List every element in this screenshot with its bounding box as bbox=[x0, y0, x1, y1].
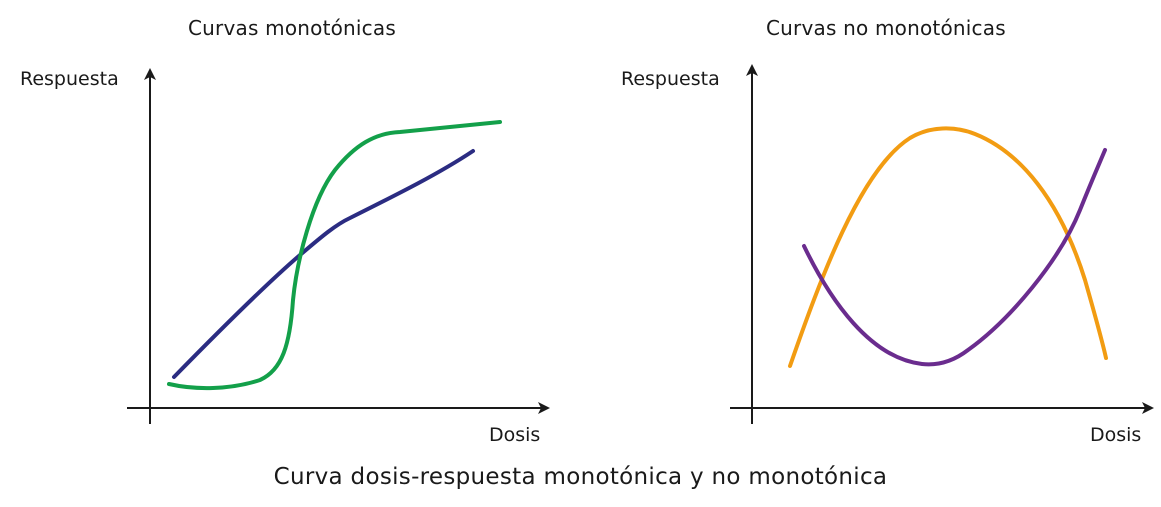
left-y-axis-label: Respuesta bbox=[20, 68, 119, 90]
right-panel-axes bbox=[730, 64, 1154, 424]
orange-inverted-u-curve bbox=[788, 126, 1108, 368]
purple-u-curve bbox=[802, 148, 1107, 367]
green-sigmoid-curve bbox=[167, 120, 502, 391]
left-panel-title: Curvas monotónicas bbox=[188, 16, 396, 40]
right-panel-title: Curvas no monotónicas bbox=[766, 16, 1006, 40]
navy-increasing-curve bbox=[172, 149, 475, 379]
right-y-axis-label: Respuesta bbox=[621, 68, 720, 90]
left-panel-axes bbox=[127, 68, 550, 424]
figure-caption: Curva dosis-respuesta monotónica y no mo… bbox=[273, 464, 888, 490]
right-x-axis-label: Dosis bbox=[1090, 424, 1142, 446]
left-x-axis-label: Dosis bbox=[489, 424, 541, 446]
